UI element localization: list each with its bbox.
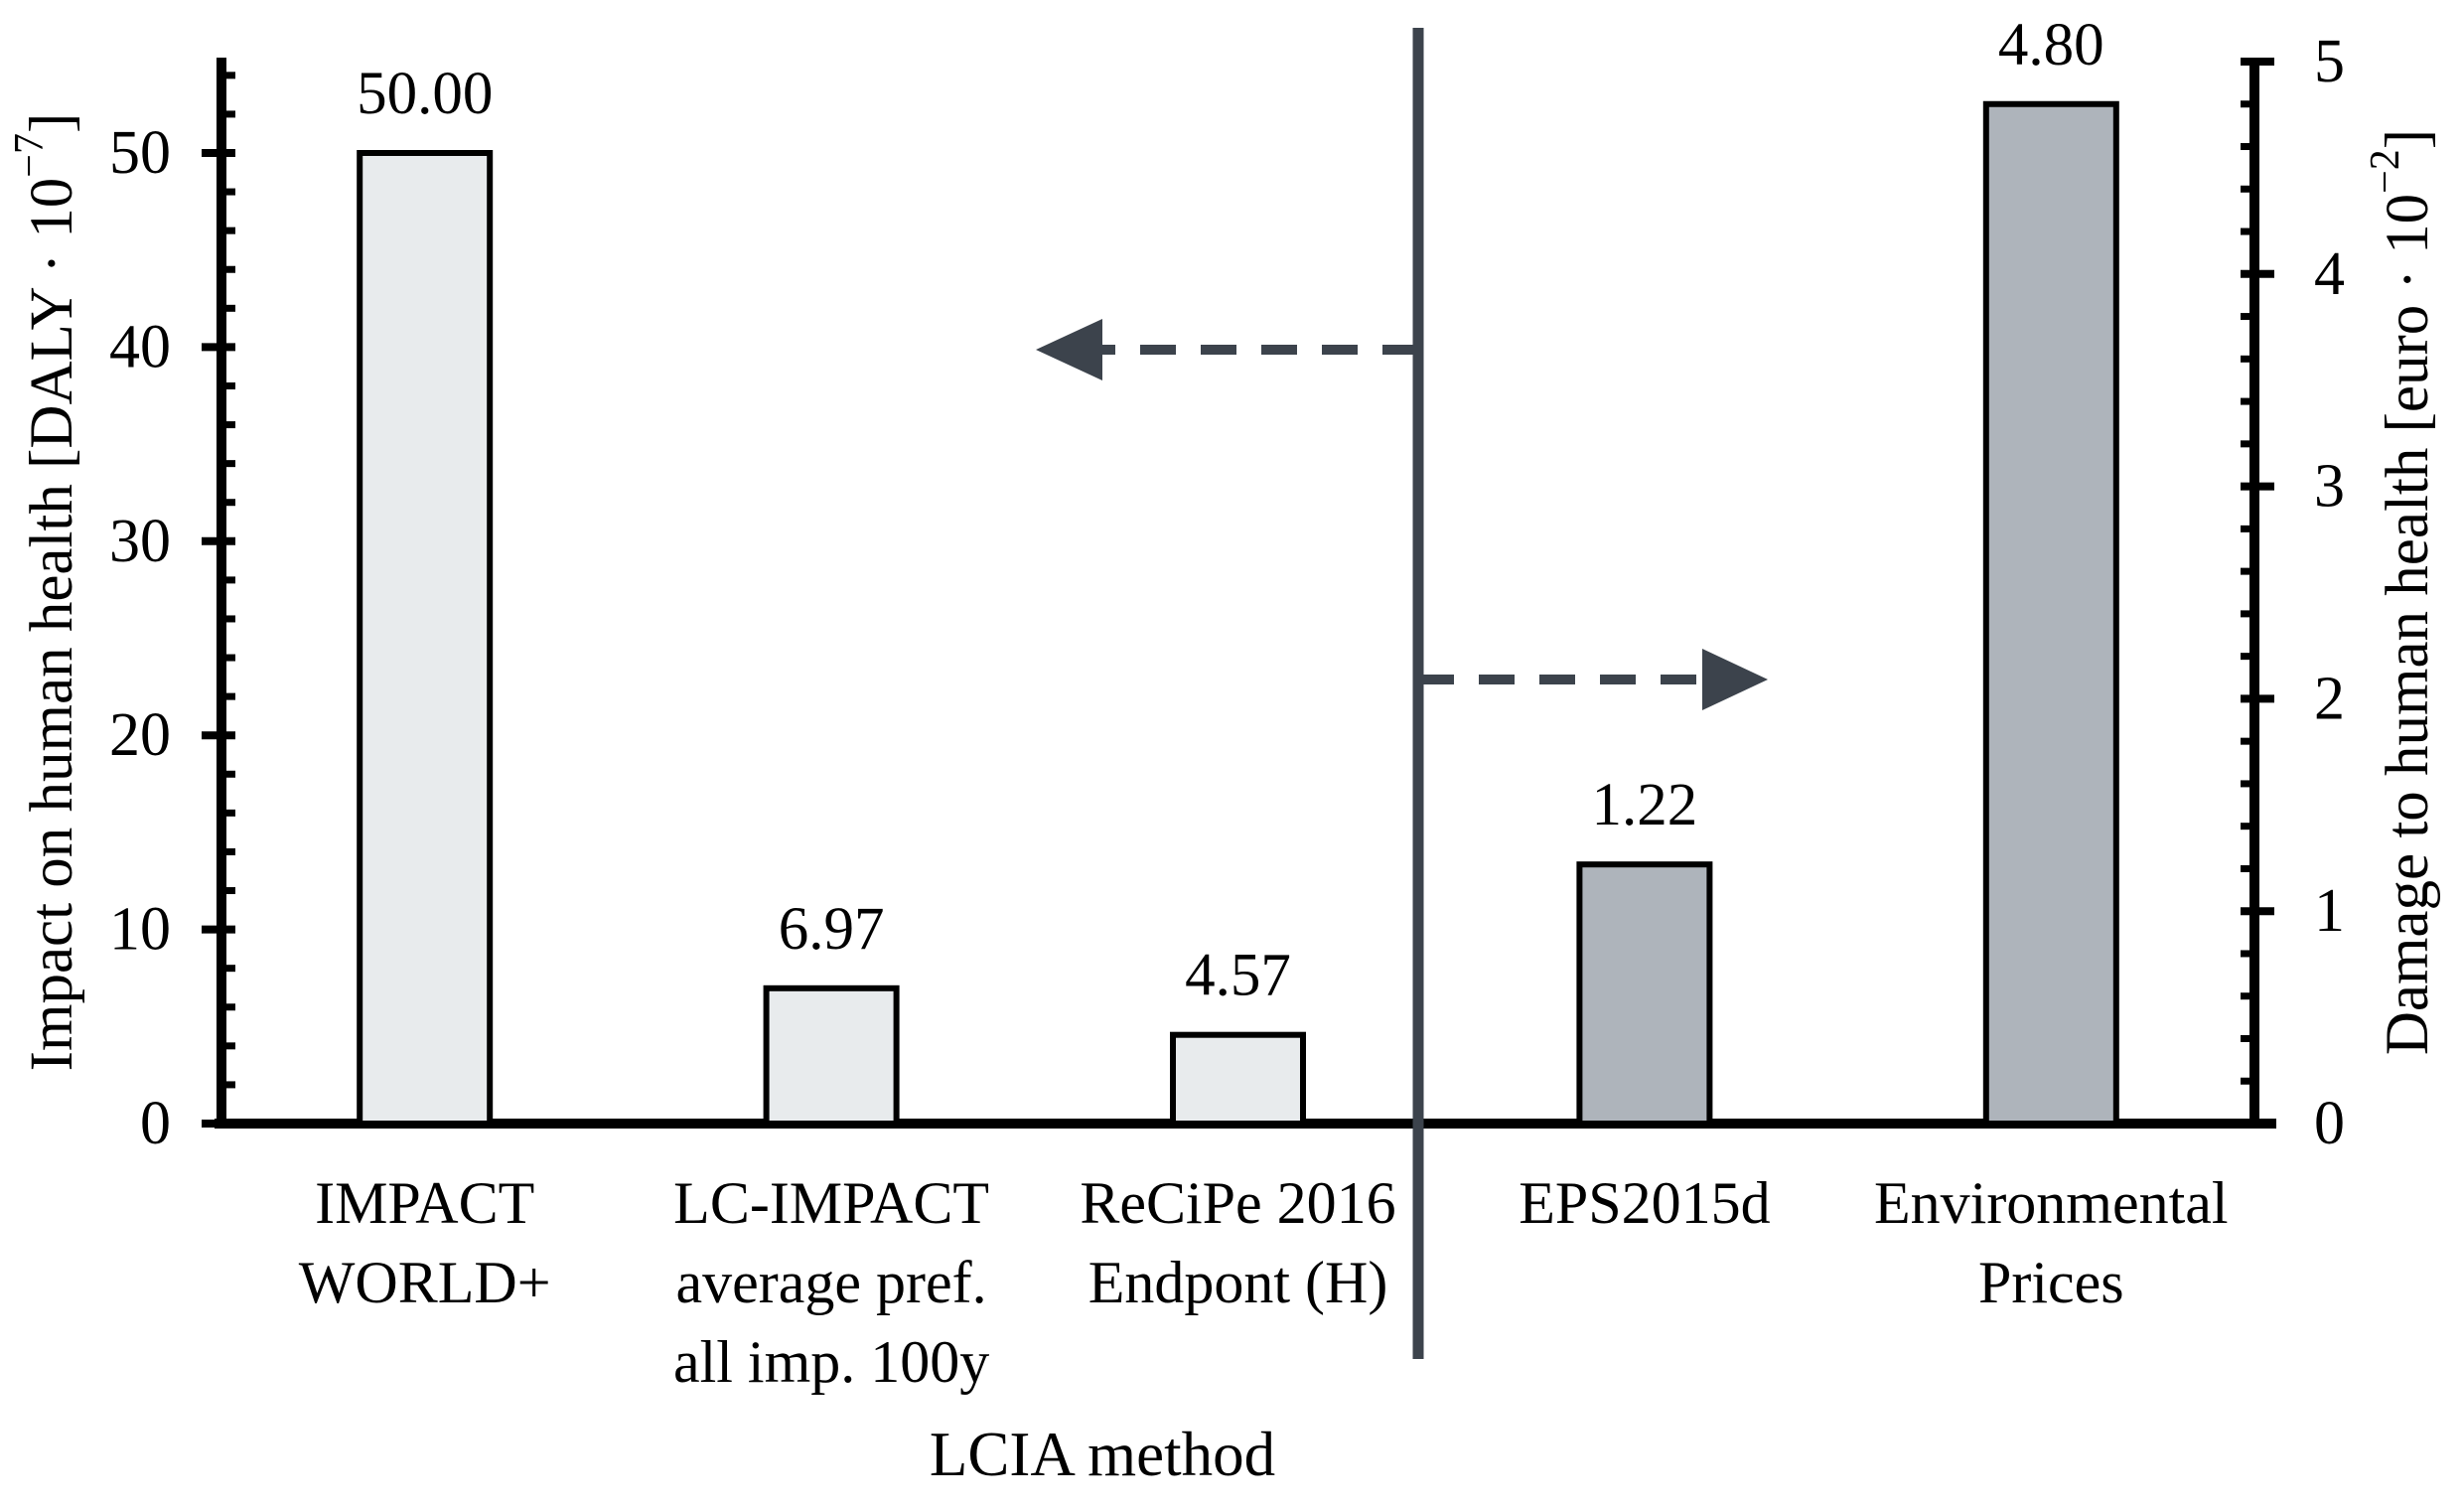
bars-layer xyxy=(357,100,2119,1128)
bar-1 xyxy=(357,150,494,1127)
bar-3 xyxy=(1170,1031,1306,1127)
right-arrow-head-icon xyxy=(1702,649,1768,710)
bar-5 xyxy=(1982,100,2119,1127)
bar-2 xyxy=(763,984,900,1128)
category-label-1-line-1: IMPACT xyxy=(315,1170,534,1236)
category-label-3-line-1: ReCiPe 2016 xyxy=(1080,1170,1395,1236)
left-tick-label: 0 xyxy=(140,1090,171,1157)
right-group-arrow xyxy=(1418,649,1768,710)
right-tick-label: 4 xyxy=(2314,240,2345,308)
right-axis-title: Damage to human health [euro · 10−2] xyxy=(2363,129,2441,1055)
left-tick-label: 40 xyxy=(109,313,171,380)
bar-value-label-5: 4.80 xyxy=(1998,12,2104,78)
bar-value-label-1: 50.00 xyxy=(357,61,493,127)
left-tick-label: 30 xyxy=(109,508,171,575)
x-axis-title: LCIA method xyxy=(930,1420,1275,1489)
right-tick-label: 0 xyxy=(2314,1090,2345,1157)
bar-value-label-3: 4.57 xyxy=(1185,943,1291,1009)
category-label-2-line-3: all imp. 100y xyxy=(673,1329,989,1395)
left-tick-label: 10 xyxy=(109,896,171,964)
left-axis-title: Impact on human health [DALY · 10−7] xyxy=(7,113,85,1072)
right-tick-label: 3 xyxy=(2314,453,2345,521)
left-tick-label: 50 xyxy=(109,119,171,187)
category-label-1-line-2: WORLD+ xyxy=(299,1250,551,1315)
bar-value-label-2: 6.97 xyxy=(779,896,885,963)
right-axis-ticks: 0 1 2 3 4 5 xyxy=(2241,28,2345,1157)
left-axis-ticks: 0 10 20 30 40 50 xyxy=(109,72,235,1157)
category-label-2-line-1: LC-IMPACT xyxy=(673,1170,989,1236)
value-labels-layer: 50.00 6.97 4.57 1.22 4.80 xyxy=(357,12,2104,1009)
category-label-5-line-1: Environmental xyxy=(1874,1170,2229,1236)
left-group-arrow xyxy=(1036,319,1418,380)
category-label-5-line-2: Prices xyxy=(1978,1250,2124,1315)
right-tick-label: 1 xyxy=(2314,877,2345,945)
category-label-2-line-2: average pref. xyxy=(676,1250,987,1315)
left-tick-label: 20 xyxy=(109,701,171,769)
bar-value-label-4: 1.22 xyxy=(1592,772,1698,838)
category-labels-layer: IMPACT WORLD+ LC-IMPACT average pref. all im… xyxy=(299,1170,2229,1395)
category-label-4-line-1: EPS2015d xyxy=(1519,1170,1770,1236)
left-arrow-head-icon xyxy=(1036,319,1102,380)
right-tick-label: 2 xyxy=(2314,665,2345,732)
category-label-3-line-2: Endpont (H) xyxy=(1088,1250,1388,1315)
right-tick-label: 5 xyxy=(2314,28,2345,95)
bar-4 xyxy=(1576,861,1713,1127)
